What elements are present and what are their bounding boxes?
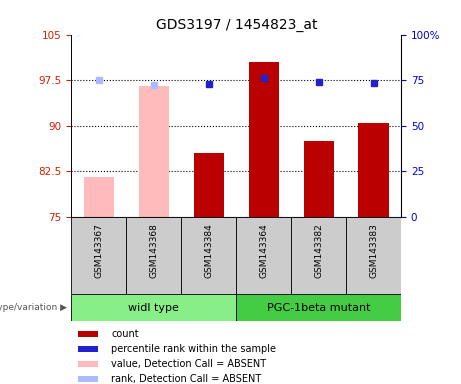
Bar (78, 361, 98, 367)
Bar (248, 62, 279, 217)
Text: percentile rank within the sample: percentile rank within the sample (111, 344, 276, 354)
Text: rank, Detection Call = ABSENT: rank, Detection Call = ABSENT (111, 374, 261, 384)
Text: GSM143384: GSM143384 (204, 223, 213, 278)
Text: GSM143382: GSM143382 (314, 223, 323, 278)
Text: value, Detection Call = ABSENT: value, Detection Call = ABSENT (111, 359, 266, 369)
Bar (126, 217, 181, 294)
Bar (194, 153, 224, 217)
Bar (71, 294, 236, 321)
Bar (236, 217, 291, 294)
Bar (84, 177, 114, 217)
Bar (346, 217, 401, 294)
Text: GSM143367: GSM143367 (95, 223, 103, 278)
Bar (181, 217, 236, 294)
Text: GSM143364: GSM143364 (259, 223, 268, 278)
Bar (71, 217, 126, 294)
Bar (139, 86, 169, 217)
Text: genotype/variation ▶: genotype/variation ▶ (0, 303, 67, 312)
Text: PGC-1beta mutant: PGC-1beta mutant (267, 303, 371, 313)
Bar (78, 346, 98, 352)
Bar (78, 376, 98, 382)
Bar (359, 123, 389, 217)
Text: count: count (111, 329, 139, 339)
Bar (291, 217, 346, 294)
Text: GSM143368: GSM143368 (149, 223, 159, 278)
Text: GSM143383: GSM143383 (369, 223, 378, 278)
Bar (303, 141, 334, 217)
Text: widl type: widl type (129, 303, 179, 313)
Title: GDS3197 / 1454823_at: GDS3197 / 1454823_at (155, 18, 317, 32)
Bar (236, 294, 401, 321)
Bar (78, 331, 98, 337)
